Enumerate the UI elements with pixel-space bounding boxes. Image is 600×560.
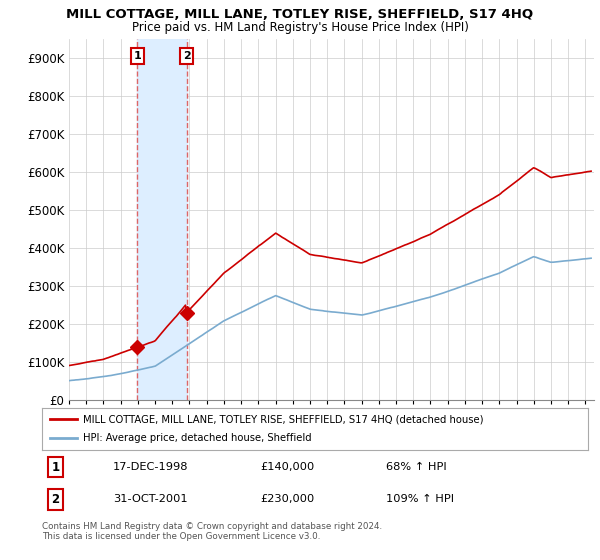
Text: 68% ↑ HPI: 68% ↑ HPI bbox=[386, 463, 447, 472]
Text: 1: 1 bbox=[52, 461, 60, 474]
Text: Price paid vs. HM Land Registry's House Price Index (HPI): Price paid vs. HM Land Registry's House … bbox=[131, 21, 469, 34]
Text: MILL COTTAGE, MILL LANE, TOTLEY RISE, SHEFFIELD, S17 4HQ (detached house): MILL COTTAGE, MILL LANE, TOTLEY RISE, SH… bbox=[83, 414, 484, 424]
Text: 109% ↑ HPI: 109% ↑ HPI bbox=[386, 494, 454, 505]
Text: 17-DEC-1998: 17-DEC-1998 bbox=[113, 463, 188, 472]
Text: HPI: Average price, detached house, Sheffield: HPI: Average price, detached house, Shef… bbox=[83, 433, 311, 444]
Text: Contains HM Land Registry data © Crown copyright and database right 2024.
This d: Contains HM Land Registry data © Crown c… bbox=[42, 522, 382, 542]
Text: £230,000: £230,000 bbox=[260, 494, 314, 505]
Text: 1: 1 bbox=[133, 51, 141, 61]
Bar bbox=[137, 39, 187, 400]
Text: MILL COTTAGE, MILL LANE, TOTLEY RISE, SHEFFIELD, S17 4HQ: MILL COTTAGE, MILL LANE, TOTLEY RISE, SH… bbox=[67, 8, 533, 21]
Text: 31-OCT-2001: 31-OCT-2001 bbox=[113, 494, 188, 505]
Text: £140,000: £140,000 bbox=[260, 463, 314, 472]
Text: 2: 2 bbox=[52, 493, 60, 506]
Text: 2: 2 bbox=[182, 51, 190, 61]
